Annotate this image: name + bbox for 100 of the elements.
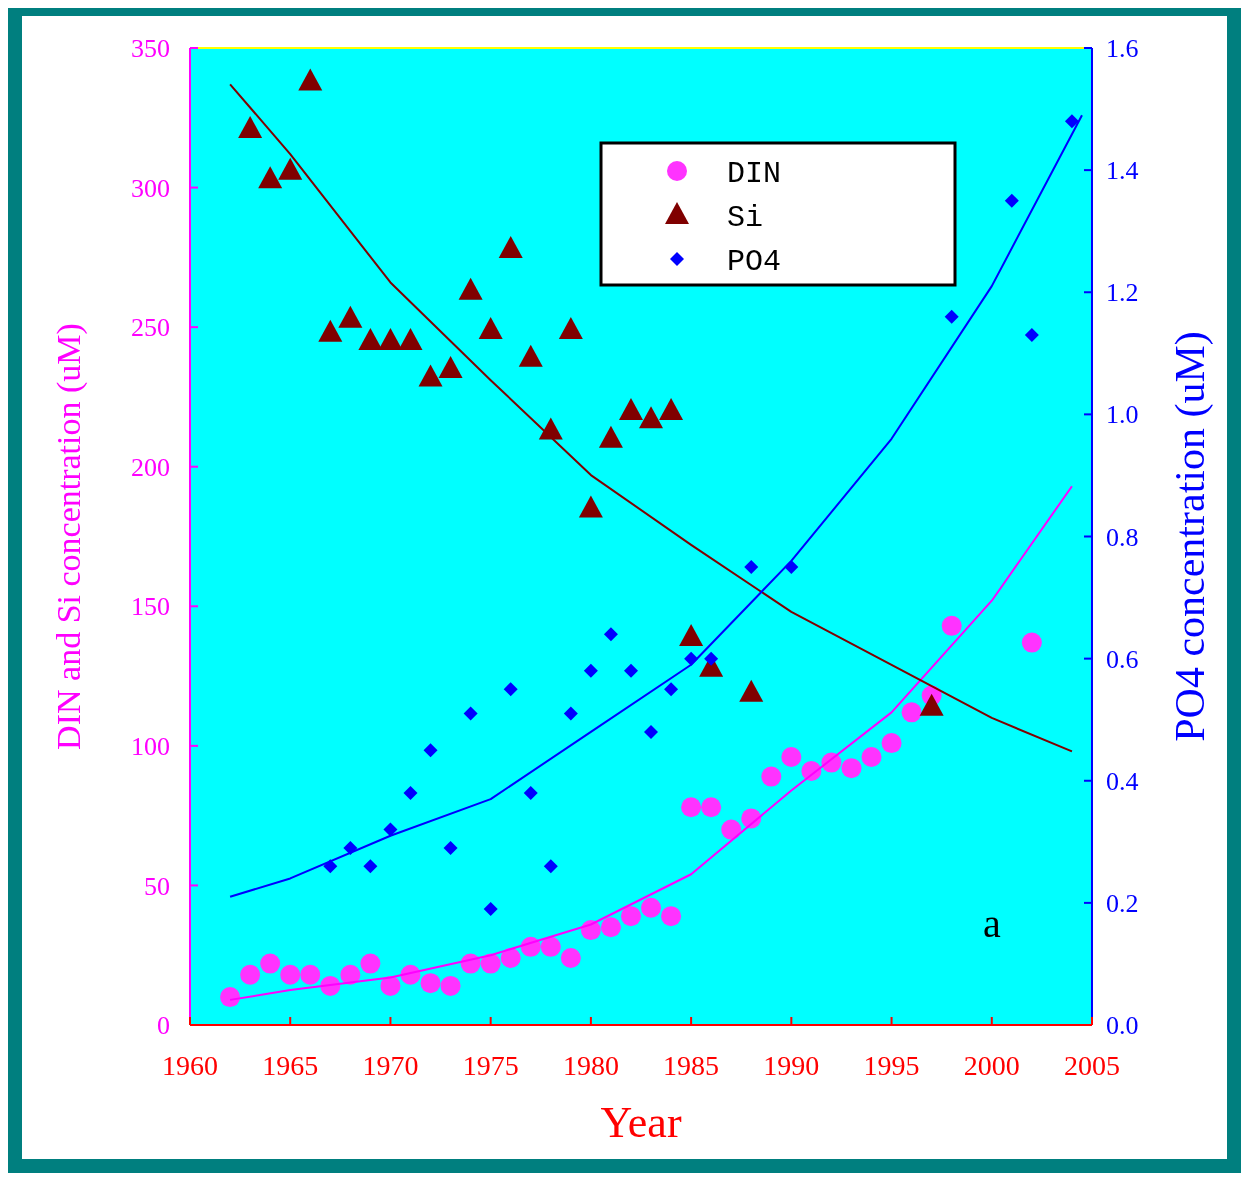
point xyxy=(483,901,498,916)
point xyxy=(618,397,643,420)
y-tick-label: 0 xyxy=(157,1011,170,1041)
point xyxy=(523,785,538,800)
point xyxy=(240,964,261,985)
y2-tick-label: 1.0 xyxy=(1106,400,1139,430)
point xyxy=(941,615,962,636)
x-tick-label: 1980 xyxy=(562,1050,619,1081)
y2-tick-label: 0.0 xyxy=(1106,1011,1139,1041)
point xyxy=(340,964,361,985)
point xyxy=(398,328,423,351)
line-series xyxy=(229,114,1083,898)
y2-tick-label: 0.6 xyxy=(1106,644,1139,674)
point xyxy=(620,906,641,927)
y-tick-label: 200 xyxy=(131,452,170,482)
point xyxy=(338,305,363,328)
point xyxy=(443,840,458,855)
point xyxy=(701,797,722,818)
point xyxy=(919,693,944,716)
y2-tick-label: 0.4 xyxy=(1106,766,1139,796)
point xyxy=(563,706,578,721)
point xyxy=(1024,327,1039,342)
point xyxy=(438,356,463,379)
point xyxy=(318,319,343,342)
point xyxy=(298,68,323,91)
point xyxy=(739,679,764,702)
point xyxy=(280,964,301,985)
point xyxy=(518,344,543,367)
point xyxy=(679,623,704,646)
point xyxy=(639,406,664,429)
annotation: a xyxy=(983,901,1002,946)
legend-label: DIN xyxy=(727,156,782,191)
y-tick-label: 50 xyxy=(144,871,170,901)
point xyxy=(603,627,618,642)
point xyxy=(358,328,383,351)
point xyxy=(578,495,603,518)
y2-tick-label: 0.8 xyxy=(1106,522,1139,552)
point xyxy=(861,747,882,768)
point xyxy=(478,316,503,339)
point xyxy=(260,953,281,974)
point xyxy=(659,397,684,420)
point xyxy=(420,973,441,994)
point xyxy=(744,560,759,575)
y2-tick-label: 1.2 xyxy=(1106,278,1139,308)
x-tick-label: 1985 xyxy=(663,1050,720,1081)
legend-label: Si xyxy=(727,200,764,235)
point xyxy=(644,724,659,739)
point xyxy=(881,733,902,754)
point xyxy=(378,328,403,351)
point xyxy=(583,663,598,678)
x-tick-label: 1995 xyxy=(863,1050,920,1081)
y-tick-label: 250 xyxy=(131,313,170,343)
point xyxy=(363,859,378,874)
x-tick-label: 1965 xyxy=(262,1050,319,1081)
point xyxy=(1004,193,1019,208)
x-tick-label: 1960 xyxy=(162,1050,218,1081)
legend-label: PO4 xyxy=(727,244,782,279)
point xyxy=(403,785,418,800)
point xyxy=(258,166,283,189)
point xyxy=(440,975,461,996)
x-tick-label: 2005 xyxy=(1064,1050,1120,1081)
point xyxy=(463,706,478,721)
point xyxy=(458,277,483,300)
point xyxy=(721,819,742,840)
point xyxy=(560,948,581,969)
point xyxy=(360,953,381,974)
point xyxy=(661,906,682,927)
point xyxy=(423,743,438,758)
point xyxy=(841,758,862,779)
y2-tick-label: 1.6 xyxy=(1106,34,1139,64)
point xyxy=(500,948,521,969)
y-tick-label: 300 xyxy=(131,173,170,203)
point xyxy=(418,364,443,387)
point xyxy=(540,936,561,957)
x-tick-label: 2000 xyxy=(963,1050,1020,1081)
y-axis-title: DIN and Si concentration (uM) xyxy=(50,323,88,750)
point xyxy=(498,235,523,258)
point xyxy=(681,797,702,818)
point xyxy=(623,663,638,678)
point xyxy=(543,859,558,874)
y2-tick-label: 0.2 xyxy=(1106,888,1139,918)
y2-axis-title: PO4 concentration (uM) xyxy=(1167,331,1214,742)
y-tick-label: 150 xyxy=(131,592,170,622)
y2-tick-label: 1.4 xyxy=(1106,156,1139,186)
point xyxy=(641,897,662,918)
point xyxy=(901,702,922,723)
point xyxy=(503,682,518,697)
x-axis-title: Year xyxy=(600,1098,682,1147)
point xyxy=(278,157,303,180)
point xyxy=(383,822,398,837)
point xyxy=(600,917,621,938)
point xyxy=(558,316,583,339)
point xyxy=(598,425,623,448)
line-series xyxy=(229,83,1073,753)
point xyxy=(480,953,501,974)
point xyxy=(220,987,241,1008)
point xyxy=(944,309,959,324)
point xyxy=(238,115,263,138)
x-tick-label: 1970 xyxy=(362,1050,419,1081)
x-tick-label: 1975 xyxy=(462,1050,519,1081)
